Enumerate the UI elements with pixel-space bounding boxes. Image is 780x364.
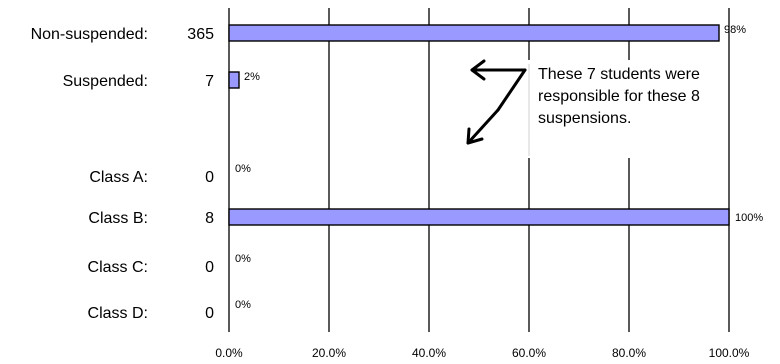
bar-0: [228, 24, 720, 42]
arrow-down-head: [466, 127, 484, 145]
annotation-line-3: suspensions.: [538, 110, 631, 127]
annotation-box: [528, 60, 728, 158]
bars: [228, 24, 730, 226]
value-label-3: 100%: [735, 212, 763, 224]
row-count-3: 8: [205, 210, 214, 227]
x-tick-label-0: 0.0%: [215, 346, 243, 360]
annotation-arrows: [466, 59, 527, 145]
row-label-2: Class A:: [89, 169, 148, 186]
x-tick-label-5: 100.0%: [709, 346, 750, 360]
row-count-4: 0: [205, 259, 214, 276]
arrow-up-head: [470, 59, 486, 81]
row-label-5: Class D:: [88, 305, 148, 322]
value-label-4: 0%: [235, 253, 251, 265]
annotation: These 7 students were responsible for th…: [466, 59, 728, 158]
x-tick-label-4: 80.0%: [612, 346, 646, 360]
row-count-2: 0: [205, 169, 214, 186]
row-label-4: Class C:: [88, 259, 148, 276]
x-axis-ticks: 0.0% 20.0% 40.0% 60.0% 80.0% 100.0%: [215, 346, 749, 360]
bar-1: [228, 71, 240, 89]
row-label-1: Suspended:: [63, 73, 148, 90]
value-label-2: 0%: [235, 163, 251, 175]
arrow-down-shaft: [466, 108, 500, 145]
row-labels: Non-suspended: 365 98% Suspended: 7 2% Class A…: [31, 24, 764, 322]
row-count-5: 0: [205, 305, 214, 322]
row-label-3: Class B:: [88, 210, 148, 227]
x-tick-label-3: 60.0%: [512, 346, 546, 360]
arrow-connector: [496, 68, 527, 112]
row-label-0: Non-suspended:: [31, 26, 148, 43]
value-label-1: 2%: [244, 71, 260, 83]
x-tick-label-1: 20.0%: [312, 346, 346, 360]
row-count-1: 7: [205, 73, 214, 90]
row-count-0: 365: [187, 26, 214, 43]
value-label-5: 0%: [235, 299, 251, 311]
grid-lines: [228, 8, 730, 332]
annotation-line-2: responsible for these 8: [538, 88, 700, 105]
value-label-0: 98%: [724, 24, 746, 36]
annotation-line-1: These 7 students were: [538, 66, 700, 83]
bar-3: [228, 208, 730, 226]
x-tick-label-2: 40.0%: [412, 346, 446, 360]
